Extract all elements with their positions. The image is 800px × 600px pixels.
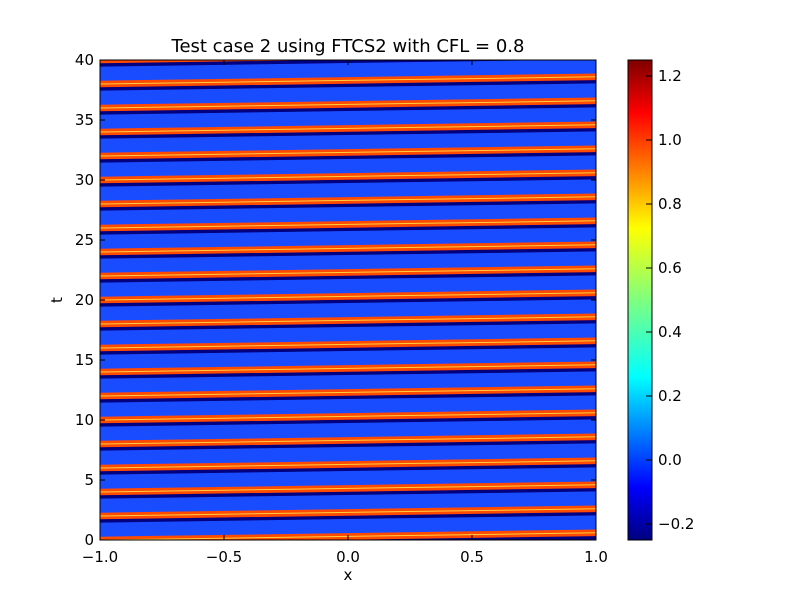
x-axis: −1.0 −0.5 0.0 0.5 1.0 [82,60,608,566]
y-tick-label: 20 [75,291,94,309]
x-tick-label: 0.5 [460,548,484,566]
colorbar-tick-label: 1.0 [658,131,682,149]
y-tick-label: 40 [75,51,94,69]
y-tick-label: 25 [75,231,94,249]
colorbar-tick-label: 0.4 [658,323,682,341]
heatmap-field [100,29,596,540]
y-tick-label: 0 [84,531,94,549]
x-axis-label: x [344,566,353,584]
band-crest-13 [100,244,596,253]
colorbar [627,59,653,541]
band-crest-2 [100,508,596,517]
y-tick-label: 5 [84,471,94,489]
band-crest-9 [100,340,596,349]
band-crest-17 [100,148,596,157]
band-crest-16 [100,172,596,181]
x-tick-label: −1.0 [82,548,118,566]
colorbar-tick-label: −0.2 [658,515,694,533]
band-crest-3 [100,484,596,493]
colorbar-tick-label: 0.6 [658,259,682,277]
colorbar-tick-label: 1.2 [658,67,682,85]
band-crest-12 [100,268,596,277]
x-tick-label: 0.0 [336,548,360,566]
band-21 [100,60,328,64]
y-tick-label: 35 [75,111,94,129]
band-crest-19 [100,100,596,109]
band-crest-8 [100,364,596,373]
band-crest-11 [100,292,596,301]
x-tick-label: −0.5 [206,548,242,566]
y-axis-label: t [48,297,66,303]
colorbar-tick-label: 0.0 [658,451,682,469]
band-crest-18 [100,124,596,133]
colorbar-tick-label: 0.8 [658,195,682,213]
band-crest-22 [100,29,596,36]
y-axis: 0 5 10 15 20 25 30 35 40 [75,51,596,549]
y-tick-label: 15 [75,351,94,369]
y-tick-label: 10 [75,411,94,429]
band-crest-5 [100,436,596,445]
band-crest-15 [100,196,596,205]
x-tick-label: 1.0 [584,548,608,566]
band-crest-7 [100,388,596,397]
colorbar-axis: −0.2 0.0 0.2 0.4 0.6 0.8 1.0 1.2 [646,67,694,533]
chart-title: Test case 2 using FTCS2 with CFL = 0.8 [171,36,525,57]
band-crest-14 [100,220,596,229]
colorbar-tick-label: 0.2 [658,387,682,405]
band-crest-6 [100,412,596,421]
band-crest-4 [100,460,596,469]
band-crest-10 [100,316,596,325]
y-tick-label: 30 [75,171,94,189]
band-crest-20 [100,76,596,85]
